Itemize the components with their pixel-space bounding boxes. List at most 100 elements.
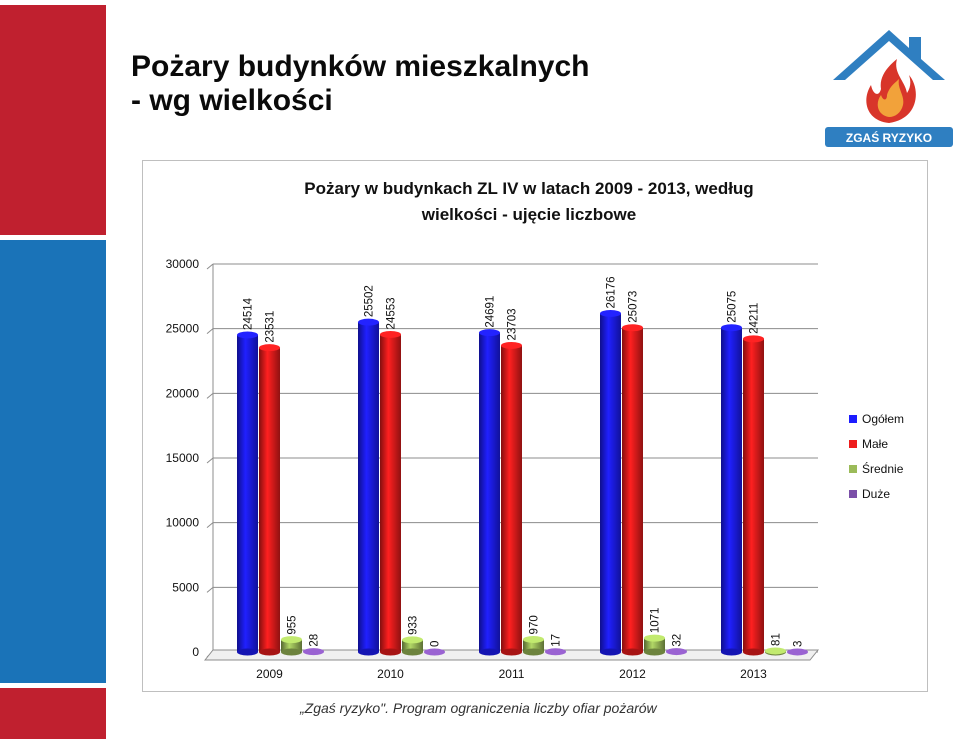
bar-base-2012-og-em bbox=[600, 648, 621, 656]
slide-title-line1: Pożary budynków mieszkalnych bbox=[131, 50, 590, 83]
x-tick-label-2010: 2010 bbox=[377, 667, 404, 681]
data-label-2012--rednie: 1071 bbox=[650, 608, 662, 634]
bar-2011-ma-e bbox=[501, 341, 522, 656]
legend-swatch-ma-e bbox=[849, 440, 857, 448]
data-label-2009-ma-e: 23531 bbox=[265, 311, 277, 343]
bar-2013-du-e bbox=[787, 648, 808, 656]
gridline-depth-30000 bbox=[206, 263, 214, 270]
bar-top-2011-du-e bbox=[545, 648, 566, 656]
bar-top-2011-ma-e bbox=[501, 341, 522, 349]
y-tick-label-20000: 20000 bbox=[166, 386, 200, 400]
bar-body-2009-ma-e bbox=[259, 347, 280, 652]
gridline-depth-10000 bbox=[206, 522, 214, 529]
bar-2009-ma-e bbox=[259, 344, 280, 656]
bar-top-2013-og-em bbox=[721, 324, 742, 332]
data-label-2011-ma-e: 23703 bbox=[507, 308, 519, 340]
bar-chart: Pożary w budynkach ZL IV w latach 2009 -… bbox=[166, 179, 904, 681]
bar-base-2013-og-em bbox=[721, 648, 742, 656]
bar-base-2009--rednie bbox=[281, 648, 302, 656]
bar-body-2010-ma-e bbox=[380, 334, 401, 652]
decorative-blue-strip bbox=[0, 240, 106, 683]
data-label-2012-ma-e: 25073 bbox=[628, 291, 640, 323]
bar-2013-ma-e bbox=[743, 335, 764, 656]
bar-top-2010-og-em bbox=[358, 318, 379, 326]
bar-2009-og-em bbox=[237, 331, 258, 656]
y-tick-label-0: 0 bbox=[192, 645, 199, 659]
bar-2010--rednie bbox=[402, 636, 423, 656]
bar-top-2009--rednie bbox=[281, 636, 302, 644]
legend-swatch-og-em bbox=[849, 415, 857, 423]
bar-base-2011-ma-e bbox=[501, 648, 522, 656]
bar-top-2011--rednie bbox=[523, 635, 544, 643]
data-label-2013-og-em: 25075 bbox=[727, 291, 739, 323]
bar-base-2013-ma-e bbox=[743, 648, 764, 656]
bar-top-2013-ma-e bbox=[743, 335, 764, 343]
slide-title: Pożary budynków mieszkalnych - wg wielko… bbox=[131, 50, 589, 118]
bar-2010-og-em bbox=[358, 318, 379, 656]
bar-2011-og-em bbox=[479, 329, 500, 656]
bar-body-2013-og-em bbox=[721, 327, 742, 652]
data-label-2009-og-em: 24514 bbox=[243, 297, 255, 330]
bar-body-2011-ma-e bbox=[501, 345, 522, 652]
legend-label-ma-e: Małe bbox=[862, 437, 888, 451]
bar-2013-og-em bbox=[721, 324, 742, 656]
logo-text: ZGAŚ RYZYKO bbox=[846, 130, 932, 145]
bar-body-2011-og-em bbox=[479, 332, 500, 652]
bar-top-2012-ma-e bbox=[622, 324, 643, 332]
x-tick-label-2009: 2009 bbox=[256, 667, 283, 681]
bar-top-2010-ma-e bbox=[380, 330, 401, 338]
decorative-red-strip-bottom bbox=[0, 688, 106, 739]
bar-2011-du-e bbox=[545, 648, 566, 656]
data-label-2010--rednie: 933 bbox=[408, 616, 420, 635]
bar-body-2009--rednie bbox=[281, 639, 302, 652]
chart-title-line2: wielkości - ujęcie liczbowe bbox=[421, 205, 636, 224]
bar-2010-ma-e bbox=[380, 330, 401, 656]
logo-roof-icon bbox=[833, 30, 945, 80]
bar-top-2010--rednie bbox=[402, 636, 423, 644]
bar-top-2013-du-e bbox=[787, 648, 808, 656]
chart-title-line1: Pożary w budynkach ZL IV w latach 2009 -… bbox=[304, 179, 753, 198]
legend-label--rednie: Średnie bbox=[862, 461, 904, 476]
bar-base-2010-ma-e bbox=[380, 648, 401, 656]
y-tick-label-25000: 25000 bbox=[166, 322, 200, 336]
bar-2012-du-e bbox=[666, 648, 687, 656]
bar-top-2009-ma-e bbox=[259, 344, 280, 352]
bar-top-2013--rednie bbox=[765, 647, 786, 655]
data-label-2012-du-e: 32 bbox=[672, 634, 684, 647]
data-label-2013-ma-e: 24211 bbox=[749, 303, 761, 334]
gridline-depth-25000 bbox=[206, 328, 214, 335]
chart-frame: Pożary w budynkach ZL IV w latach 2009 -… bbox=[142, 160, 928, 692]
bar-base-2010--rednie bbox=[402, 648, 423, 656]
zgas-ryzyko-logo: ZGAŚ RYZYKO bbox=[825, 30, 953, 147]
bar-body-2012-og-em bbox=[600, 313, 621, 652]
data-label-2012-og-em: 26176 bbox=[606, 276, 618, 308]
data-label-2010-du-e: 0 bbox=[430, 641, 442, 647]
bar-2009-du-e bbox=[303, 648, 324, 656]
bar-top-2009-og-em bbox=[237, 331, 258, 339]
x-tick-label-2012: 2012 bbox=[619, 667, 646, 681]
y-tick-label-5000: 5000 bbox=[172, 580, 199, 594]
footer-text: „Zgaś ryzyko". Program ograniczenia licz… bbox=[300, 700, 657, 716]
legend-label-du-e: Duże bbox=[862, 487, 890, 501]
gridline-depth-5000 bbox=[206, 586, 214, 593]
bar-base-2009-ma-e bbox=[259, 648, 280, 656]
bar-base-2012--rednie bbox=[644, 648, 665, 656]
bar-base-2011-og-em bbox=[479, 648, 500, 656]
legend-swatch-du-e bbox=[849, 490, 857, 498]
gridline-depth-20000 bbox=[206, 392, 214, 399]
data-label-2011-du-e: 17 bbox=[551, 634, 563, 647]
data-label-2009-du-e: 28 bbox=[309, 634, 321, 647]
slide-title-line2: - wg wielkości bbox=[131, 84, 333, 117]
data-label-2013-du-e: 3 bbox=[793, 641, 805, 647]
bar-top-2012-du-e bbox=[666, 648, 687, 656]
bar-2011--rednie bbox=[523, 635, 544, 656]
x-tick-label-2011: 2011 bbox=[499, 667, 525, 681]
x-tick-label-2013: 2013 bbox=[740, 667, 767, 681]
y-tick-label-10000: 10000 bbox=[166, 516, 200, 530]
bar-top-2012--rednie bbox=[644, 634, 665, 642]
bar-2012-ma-e bbox=[622, 324, 643, 656]
bar-body-2009-og-em bbox=[237, 334, 258, 652]
data-label-2011--rednie: 970 bbox=[529, 615, 541, 634]
bar-base-2009-og-em bbox=[237, 648, 258, 656]
logo-banner bbox=[825, 127, 953, 147]
